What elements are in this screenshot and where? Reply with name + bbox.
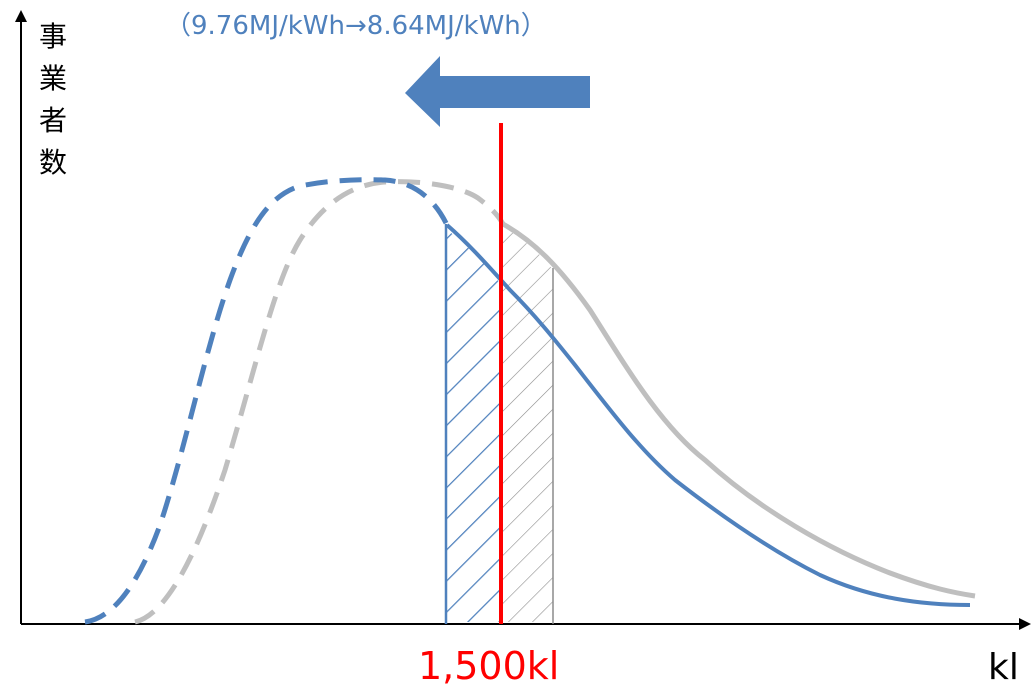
gray-hatched-region (503, 226, 553, 622)
x-axis-label: kl (988, 647, 1019, 685)
left-arrow-icon (405, 56, 590, 127)
y-axis-label-char: 事 (39, 20, 67, 53)
blue-solid-curve (445, 223, 971, 607)
x-axis-arrowhead (1019, 618, 1031, 630)
y-axis-label-char: 者 (39, 104, 67, 137)
header-text: （9.76MJ/kWh→8.64MJ/kWh） (165, 11, 547, 41)
blue-hatched-region (446, 224, 499, 622)
threshold-label: 1,500kl (418, 644, 559, 685)
y-axis-arrowhead (15, 10, 27, 22)
y-axis-label-char: 業 (39, 62, 67, 95)
y-axis-label-char: 数 (39, 146, 67, 179)
blue-dashed-curve (84, 177, 450, 625)
gray-solid-curve (501, 221, 976, 599)
gray-dashed-curve (134, 179, 506, 625)
